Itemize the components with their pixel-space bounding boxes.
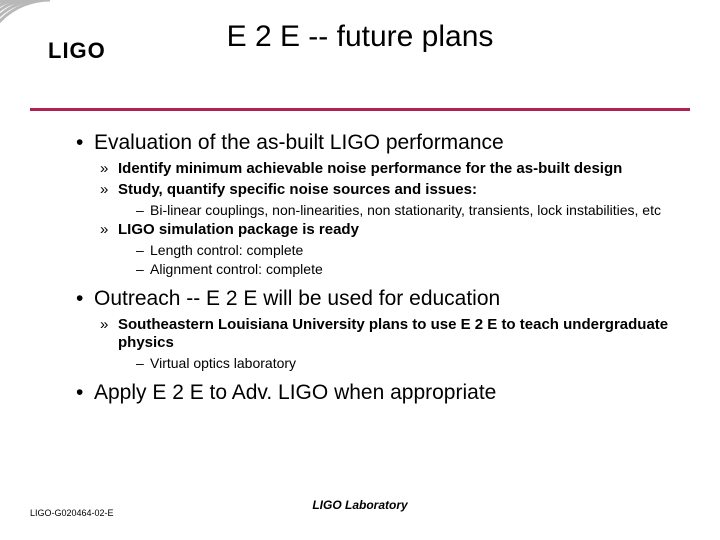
slide-title: E 2 E -- future plans <box>0 20 720 54</box>
bullet-l3: Bi-linear couplings, non-linearities, no… <box>136 202 686 219</box>
bullet-l1: Outreach -- E 2 E will be used for educa… <box>76 286 686 312</box>
bullet-l2: Southeastern Louisiana University plans … <box>100 316 686 352</box>
bullet-l1: Evaluation of the as-built LIGO performa… <box>76 130 686 156</box>
content-area: Evaluation of the as-built LIGO performa… <box>76 130 686 410</box>
bullet-l1: Apply E 2 E to Adv. LIGO when appropriat… <box>76 380 686 406</box>
bullet-l3: Alignment control: complete <box>136 261 686 278</box>
bullet-l3: Length control: complete <box>136 242 686 259</box>
bullet-l2: Identify minimum achievable noise perfor… <box>100 160 686 178</box>
title-divider <box>30 108 690 111</box>
bullet-l2: LIGO simulation package is ready <box>100 221 686 239</box>
bullet-l3: Virtual optics laboratory <box>136 355 686 372</box>
footer-lab-name: LIGO Laboratory <box>0 498 720 512</box>
bullet-l2: Study, quantify specific noise sources a… <box>100 181 686 199</box>
